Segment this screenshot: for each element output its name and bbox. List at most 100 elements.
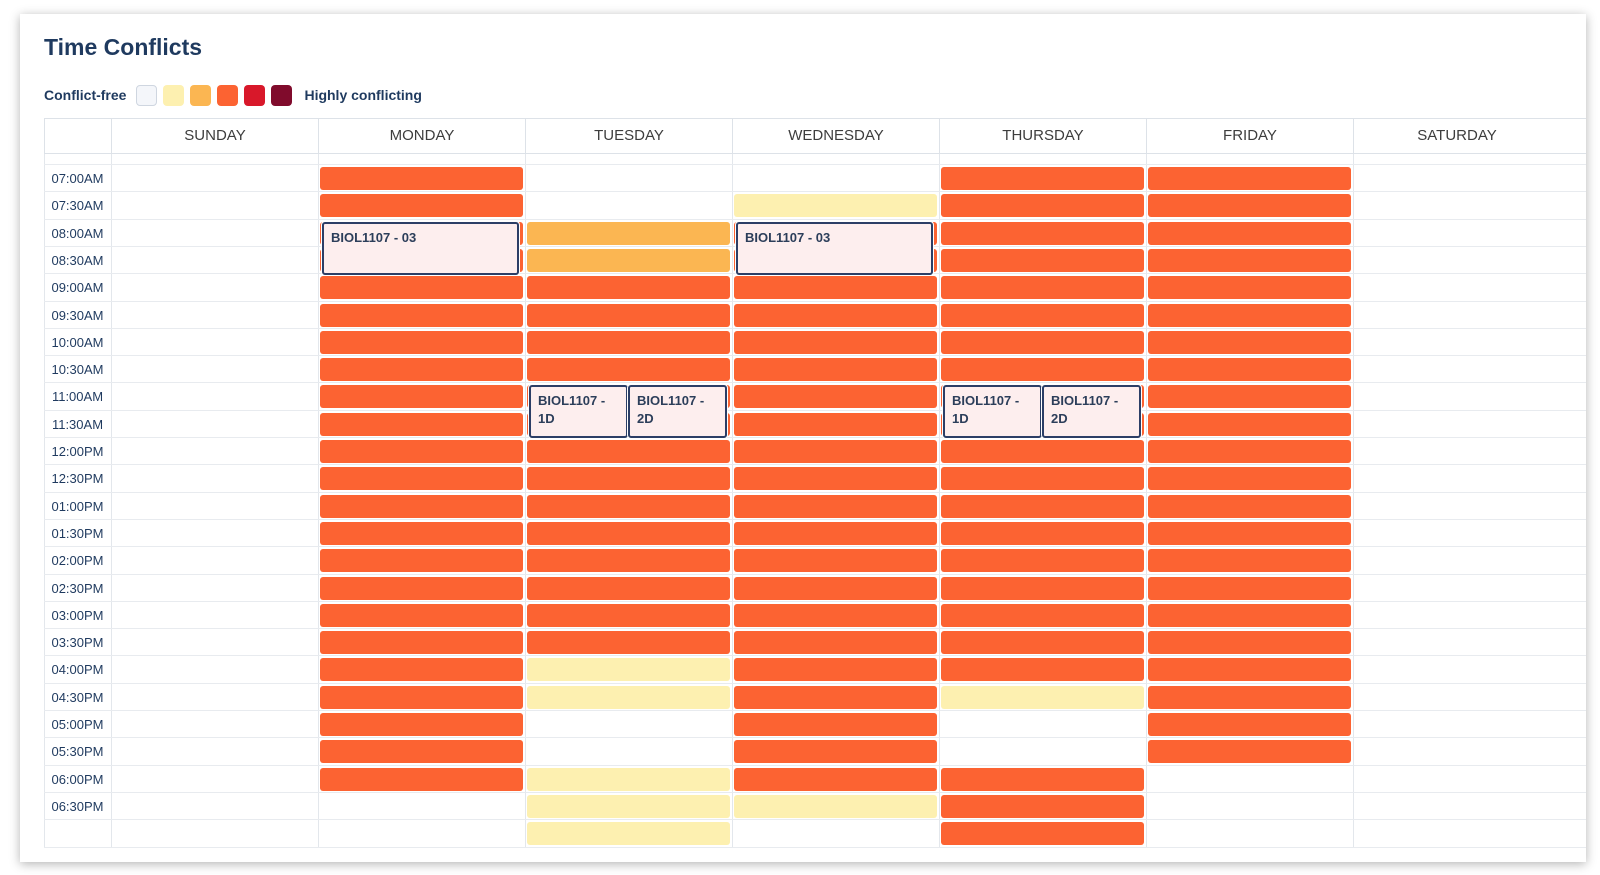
conflict-slot-tuesday[interactable] xyxy=(527,577,730,600)
conflict-slot-tuesday[interactable] xyxy=(527,522,730,545)
conflict-slot-friday[interactable] xyxy=(1148,440,1351,463)
conflict-slot-friday[interactable] xyxy=(1148,549,1351,572)
conflict-slot-thursday[interactable] xyxy=(941,604,1144,627)
conflict-slot-wednesday[interactable] xyxy=(734,467,937,490)
conflict-slot-tuesday[interactable] xyxy=(527,822,730,845)
course-block[interactable]: BIOL1107 - 2D xyxy=(1042,385,1141,438)
conflict-slot-friday[interactable] xyxy=(1148,495,1351,518)
conflict-slot-tuesday[interactable] xyxy=(527,222,730,245)
conflict-slot-thursday[interactable] xyxy=(941,167,1144,190)
conflict-slot-friday[interactable] xyxy=(1148,631,1351,654)
conflict-slot-tuesday[interactable] xyxy=(527,304,730,327)
conflict-slot-friday[interactable] xyxy=(1148,686,1351,709)
conflict-slot-wednesday[interactable] xyxy=(734,194,937,217)
conflict-slot-monday[interactable] xyxy=(320,686,523,709)
conflict-slot-thursday[interactable] xyxy=(941,358,1144,381)
conflict-slot-wednesday[interactable] xyxy=(734,740,937,763)
course-block[interactable]: BIOL1107 - 2D xyxy=(628,385,727,438)
conflict-slot-friday[interactable] xyxy=(1148,577,1351,600)
conflict-slot-thursday[interactable] xyxy=(941,331,1144,354)
conflict-slot-thursday[interactable] xyxy=(941,440,1144,463)
conflict-slot-wednesday[interactable] xyxy=(734,686,937,709)
conflict-slot-friday[interactable] xyxy=(1148,740,1351,763)
conflict-slot-wednesday[interactable] xyxy=(734,713,937,736)
conflict-slot-friday[interactable] xyxy=(1148,167,1351,190)
conflict-slot-thursday[interactable] xyxy=(941,822,1144,845)
conflict-slot-friday[interactable] xyxy=(1148,222,1351,245)
conflict-slot-monday[interactable] xyxy=(320,358,523,381)
conflict-slot-tuesday[interactable] xyxy=(527,276,730,299)
conflict-slot-thursday[interactable] xyxy=(941,577,1144,600)
conflict-slot-monday[interactable] xyxy=(320,768,523,791)
conflict-slot-monday[interactable] xyxy=(320,740,523,763)
conflict-slot-tuesday[interactable] xyxy=(527,249,730,272)
conflict-slot-thursday[interactable] xyxy=(941,795,1144,818)
course-block[interactable]: BIOL1107 - 03 xyxy=(322,222,519,275)
conflict-slot-wednesday[interactable] xyxy=(734,385,937,408)
conflict-slot-friday[interactable] xyxy=(1148,276,1351,299)
conflict-slot-wednesday[interactable] xyxy=(734,768,937,791)
course-block[interactable]: BIOL1107 - 1D xyxy=(529,385,628,438)
conflict-slot-tuesday[interactable] xyxy=(527,795,730,818)
conflict-slot-wednesday[interactable] xyxy=(734,577,937,600)
conflict-slot-wednesday[interactable] xyxy=(734,549,937,572)
conflict-slot-thursday[interactable] xyxy=(941,658,1144,681)
conflict-slot-monday[interactable] xyxy=(320,194,523,217)
conflict-slot-wednesday[interactable] xyxy=(734,795,937,818)
conflict-slot-tuesday[interactable] xyxy=(527,604,730,627)
conflict-slot-friday[interactable] xyxy=(1148,658,1351,681)
conflict-slot-tuesday[interactable] xyxy=(527,358,730,381)
conflict-slot-tuesday[interactable] xyxy=(527,631,730,654)
conflict-slot-thursday[interactable] xyxy=(941,631,1144,654)
conflict-slot-monday[interactable] xyxy=(320,658,523,681)
conflict-slot-wednesday[interactable] xyxy=(734,604,937,627)
conflict-slot-monday[interactable] xyxy=(320,713,523,736)
conflict-slot-thursday[interactable] xyxy=(941,768,1144,791)
conflict-slot-tuesday[interactable] xyxy=(527,768,730,791)
conflict-slot-wednesday[interactable] xyxy=(734,276,937,299)
conflict-slot-tuesday[interactable] xyxy=(527,495,730,518)
conflict-slot-monday[interactable] xyxy=(320,276,523,299)
conflict-slot-thursday[interactable] xyxy=(941,686,1144,709)
conflict-slot-wednesday[interactable] xyxy=(734,631,937,654)
conflict-slot-tuesday[interactable] xyxy=(527,331,730,354)
conflict-slot-friday[interactable] xyxy=(1148,304,1351,327)
conflict-slot-friday[interactable] xyxy=(1148,413,1351,436)
conflict-slot-monday[interactable] xyxy=(320,385,523,408)
conflict-slot-monday[interactable] xyxy=(320,304,523,327)
conflict-slot-tuesday[interactable] xyxy=(527,440,730,463)
conflict-slot-monday[interactable] xyxy=(320,522,523,545)
conflict-slot-thursday[interactable] xyxy=(941,495,1144,518)
conflict-slot-friday[interactable] xyxy=(1148,604,1351,627)
conflict-slot-monday[interactable] xyxy=(320,467,523,490)
conflict-slot-friday[interactable] xyxy=(1148,249,1351,272)
conflict-slot-monday[interactable] xyxy=(320,631,523,654)
conflict-slot-monday[interactable] xyxy=(320,440,523,463)
conflict-slot-tuesday[interactable] xyxy=(527,467,730,490)
course-block[interactable]: BIOL1107 - 1D xyxy=(943,385,1042,438)
conflict-slot-thursday[interactable] xyxy=(941,222,1144,245)
conflict-slot-wednesday[interactable] xyxy=(734,331,937,354)
conflict-slot-friday[interactable] xyxy=(1148,358,1351,381)
conflict-slot-wednesday[interactable] xyxy=(734,358,937,381)
conflict-slot-tuesday[interactable] xyxy=(527,549,730,572)
conflict-slot-thursday[interactable] xyxy=(941,304,1144,327)
conflict-slot-monday[interactable] xyxy=(320,604,523,627)
conflict-slot-thursday[interactable] xyxy=(941,276,1144,299)
conflict-slot-tuesday[interactable] xyxy=(527,686,730,709)
conflict-slot-thursday[interactable] xyxy=(941,249,1144,272)
conflict-slot-monday[interactable] xyxy=(320,167,523,190)
conflict-slot-monday[interactable] xyxy=(320,577,523,600)
conflict-slot-wednesday[interactable] xyxy=(734,413,937,436)
conflict-slot-thursday[interactable] xyxy=(941,467,1144,490)
conflict-slot-friday[interactable] xyxy=(1148,194,1351,217)
conflict-slot-wednesday[interactable] xyxy=(734,658,937,681)
conflict-slot-monday[interactable] xyxy=(320,331,523,354)
conflict-slot-monday[interactable] xyxy=(320,495,523,518)
conflict-slot-wednesday[interactable] xyxy=(734,495,937,518)
conflict-slot-friday[interactable] xyxy=(1148,385,1351,408)
conflict-slot-thursday[interactable] xyxy=(941,522,1144,545)
conflict-slot-wednesday[interactable] xyxy=(734,304,937,327)
conflict-slot-friday[interactable] xyxy=(1148,467,1351,490)
conflict-slot-thursday[interactable] xyxy=(941,194,1144,217)
